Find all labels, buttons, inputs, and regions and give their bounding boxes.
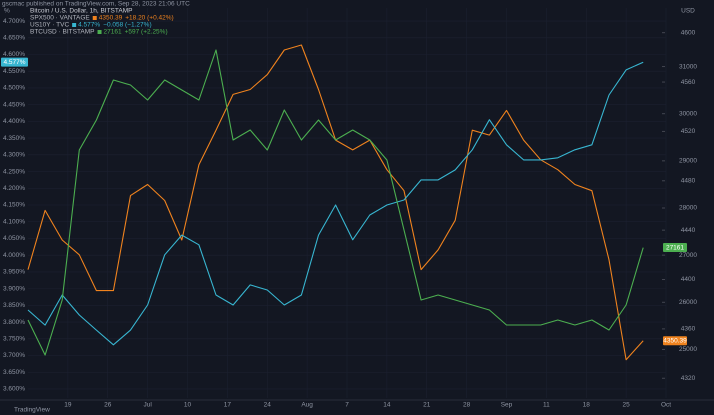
x-tick-label: Jul bbox=[143, 402, 152, 409]
price-tag bbox=[663, 336, 687, 346]
legend-change: +597 (+2.25%) bbox=[125, 29, 168, 36]
legend-change: −0.058 (−1.27%) bbox=[103, 22, 151, 29]
y-axis-label: % bbox=[4, 8, 10, 15]
y3-tick-label: 4440 bbox=[681, 227, 696, 234]
y2-tick-label: 30000 bbox=[679, 110, 697, 117]
x-tick-label: 26 bbox=[104, 402, 112, 409]
y-tick-label: 3.600% bbox=[3, 386, 25, 393]
lines bbox=[27, 44, 644, 361]
x-tick-label: 7 bbox=[345, 402, 349, 409]
x-tick-label: 10 bbox=[184, 402, 192, 409]
y3-tick-label: 4560 bbox=[681, 79, 696, 86]
y-tick-label: 3.700% bbox=[3, 352, 25, 359]
price-tag bbox=[1, 57, 28, 67]
legend-name: US10Y · TVC bbox=[30, 22, 69, 29]
y-tick-label: 3.850% bbox=[3, 302, 25, 309]
x-tick-label: 17 bbox=[224, 402, 232, 409]
right-axis-panel bbox=[662, 0, 714, 400]
legend-swatch bbox=[97, 30, 102, 34]
y2-tick-label: 29000 bbox=[679, 158, 697, 165]
y-tick-label: 4.400% bbox=[3, 118, 25, 125]
y2-axis-label: USD bbox=[681, 8, 695, 15]
y-tick-label: 4.200% bbox=[3, 185, 25, 192]
header: gscmac published on TradingView.com, Sep… bbox=[2, 1, 190, 8]
y-tick-label: 4.100% bbox=[3, 218, 25, 225]
series-line bbox=[27, 61, 644, 346]
y2-tick-label: 28000 bbox=[679, 205, 697, 212]
x-tick-label: 24 bbox=[264, 402, 272, 409]
x-tick-label: Aug bbox=[301, 402, 313, 409]
y-tick-label: 4.450% bbox=[3, 101, 25, 108]
x-tick-label: 19 bbox=[64, 402, 72, 409]
x-tick-label: Sep bbox=[501, 402, 513, 409]
y-tick-label: 4.600% bbox=[3, 51, 25, 58]
x-tick-label: Oct bbox=[661, 402, 671, 409]
y-tick-label: 4.350% bbox=[3, 135, 25, 142]
y3-tick-label: 4480 bbox=[681, 178, 696, 185]
legend-quote: 4350.39 bbox=[99, 15, 123, 22]
price-tag-label: 4350.39 bbox=[663, 337, 687, 344]
legend-name: SPX500 · VANTAGE bbox=[30, 15, 90, 22]
price-tag bbox=[663, 243, 687, 253]
y-tick-label: 3.800% bbox=[3, 319, 25, 326]
y2-tick-label: 26000 bbox=[679, 299, 697, 306]
x-tick-label: 21 bbox=[423, 402, 431, 409]
y2-tick-label: 27000 bbox=[679, 252, 697, 259]
legend-change: +18.20 (+0.42%) bbox=[125, 15, 173, 22]
y-tick-label: 4.300% bbox=[3, 152, 25, 159]
legend-quote: 27161 bbox=[104, 29, 122, 36]
series-line bbox=[27, 49, 644, 356]
y-tick-label: 3.900% bbox=[3, 285, 25, 292]
y3-tick-label: 4600 bbox=[681, 29, 696, 36]
y3-tick-label: 4320 bbox=[681, 375, 696, 382]
legend-swatch bbox=[92, 16, 97, 20]
x-tick-label: 11 bbox=[543, 402, 550, 409]
y2-tick-label: 25000 bbox=[679, 346, 697, 353]
y-tick-label: 4.250% bbox=[3, 168, 25, 175]
x-tick-label: 14 bbox=[383, 402, 391, 409]
y-tick-label: 4.000% bbox=[3, 252, 25, 259]
chart-title: Bitcoin / U.S. Dollar, 1h, BITSTAMP bbox=[30, 8, 132, 15]
y-tick-label: 3.750% bbox=[3, 336, 25, 343]
price-tag-label: 27161 bbox=[666, 244, 684, 251]
x-tick-label: 25 bbox=[623, 402, 631, 409]
y-tick-label: 4.550% bbox=[3, 68, 25, 75]
y-tick-label: 3.950% bbox=[3, 269, 25, 276]
y-tick-label: 4.500% bbox=[3, 85, 25, 92]
y-tick-label: 4.050% bbox=[3, 235, 25, 242]
y3-tick-label: 4360 bbox=[681, 326, 696, 333]
price-tag-label: 4.577% bbox=[3, 59, 25, 66]
labels: 3.600% 3.650% 3.700% 3.750% 3.800% 3.850% 3.90… bbox=[1, 15, 697, 409]
y-tick-label: 4.650% bbox=[3, 34, 25, 41]
y-tick-label: 4.150% bbox=[3, 202, 25, 209]
footer: TradingView bbox=[14, 407, 50, 414]
legend-swatch bbox=[72, 23, 77, 27]
legend-name: BTCUSD · BITSTAMP bbox=[30, 29, 95, 36]
x-tick-label: 28 bbox=[463, 402, 471, 409]
y-tick-label: 4.700% bbox=[3, 18, 25, 25]
grid bbox=[28, 8, 667, 398]
y3-tick-label: 4400 bbox=[681, 276, 696, 283]
y3-tick-label: 4520 bbox=[681, 128, 696, 135]
y-tick-label: 3.650% bbox=[3, 369, 25, 376]
x-tick-label: 18 bbox=[583, 402, 591, 409]
legend-quote: 4.577% bbox=[78, 22, 100, 29]
y2-tick-label: 31000 bbox=[679, 63, 697, 70]
